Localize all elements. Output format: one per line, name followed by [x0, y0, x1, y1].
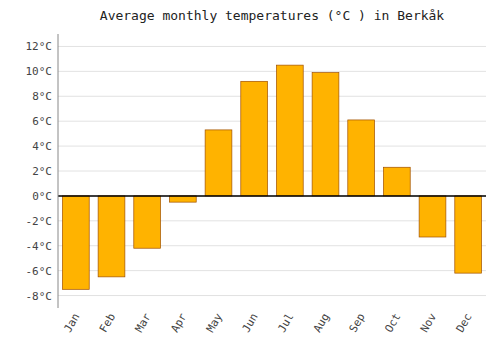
x-tick-label: Apr: [168, 311, 189, 335]
chart: Average monthly temperatures (°C ) in Be…: [0, 0, 500, 350]
bar: [205, 130, 232, 196]
grid: [58, 46, 486, 295]
x-tick-label: Dec: [454, 311, 475, 335]
x-tick-label: May: [204, 311, 225, 335]
bar: [98, 196, 125, 277]
grid-line: [58, 46, 486, 47]
grid-line: [58, 121, 486, 122]
grid-line: [58, 146, 486, 147]
y-tick-label: 12°C: [26, 40, 53, 53]
bar: [383, 167, 410, 196]
x-tick-label: Jul: [275, 311, 296, 335]
bar: [348, 120, 375, 196]
grid-line: [58, 295, 486, 296]
y-tick-label: 4°C: [32, 140, 52, 153]
x-tick-label: Sep: [347, 311, 368, 335]
x-tick-label: Aug: [311, 311, 332, 335]
grid-line: [58, 96, 486, 97]
grid-line: [58, 71, 486, 72]
y-tick-label: -8°C: [26, 290, 53, 303]
x-tick-label: Jan: [61, 311, 82, 335]
y-axis-line: [58, 34, 59, 308]
x-tick-label: Mar: [133, 311, 154, 335]
y-tick-label: 0°C: [32, 190, 52, 203]
y-tick-label: -6°C: [26, 265, 53, 278]
y-tick-label: 2°C: [32, 165, 52, 178]
bar: [62, 196, 89, 289]
y-tick-label: 6°C: [32, 115, 52, 128]
title: Average monthly temperatures (°C ) in Be…: [100, 8, 445, 23]
bar: [169, 196, 196, 202]
x-tick-label: Nov: [418, 311, 439, 335]
bar: [312, 73, 339, 196]
bar: [134, 196, 161, 248]
bars: [62, 65, 481, 289]
grid-line: [58, 171, 486, 172]
page: {"chart_data": {"type": "bar", "title": …: [0, 0, 500, 350]
bar: [455, 196, 482, 273]
bar: [419, 196, 446, 237]
y-tick-label: -4°C: [26, 240, 53, 253]
bar: [276, 65, 303, 196]
x-tick-label: Oct: [382, 311, 403, 335]
y-tick-label: 10°C: [26, 65, 53, 78]
grid-line: [58, 195, 486, 196]
zero-line: [58, 195, 486, 197]
x-tick-label: Feb: [97, 311, 118, 335]
x-tick-label: Jun: [240, 311, 261, 335]
bar: [241, 81, 268, 196]
y-tick-label: 8°C: [32, 90, 52, 103]
y-tick-label: -2°C: [26, 215, 53, 228]
